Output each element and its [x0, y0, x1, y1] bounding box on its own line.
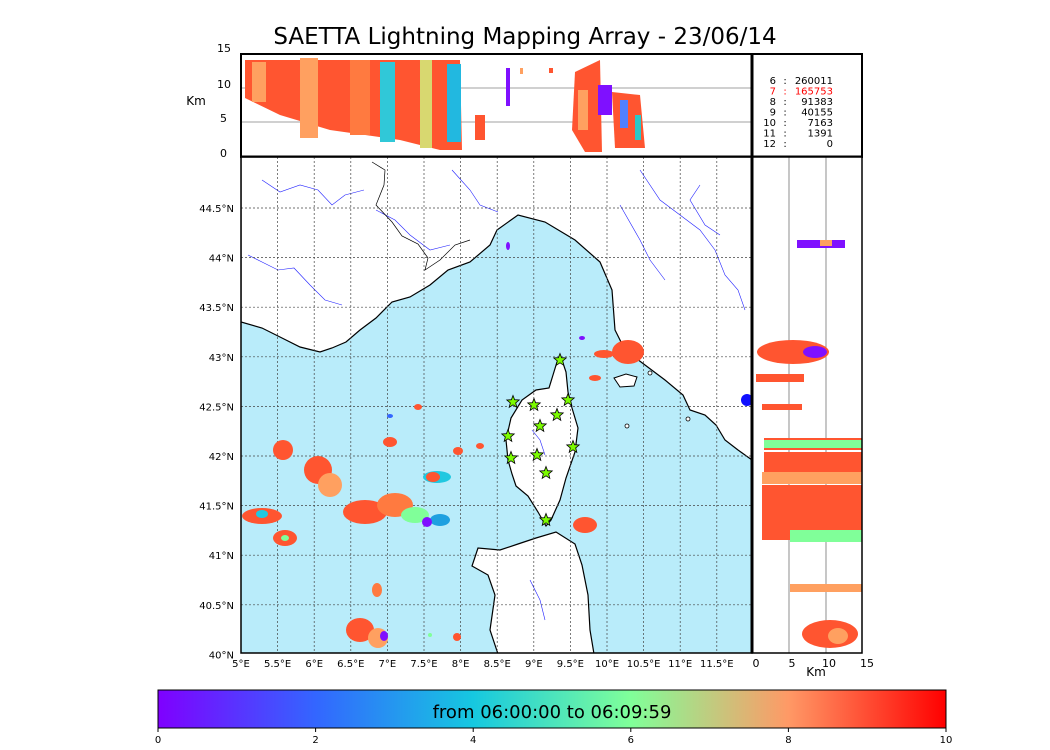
legend-count: 165753 [795, 87, 833, 98]
latitude-altitude-sources [756, 157, 862, 653]
lon-tick-label: 9°E [525, 659, 543, 670]
station-star-marker [532, 418, 548, 433]
map-gridlines [241, 157, 752, 653]
legend-count: 91383 [801, 97, 833, 108]
legend-level: 7 [770, 87, 776, 98]
lon-tick-label: 5.5°E [264, 659, 291, 670]
altitude-longitude-sources [241, 58, 752, 152]
lon-tick-label: 8.5°E [484, 659, 511, 670]
top-ylabel: Km [186, 94, 206, 108]
network-center-marker [741, 394, 753, 406]
legend-count: 0 [827, 139, 833, 150]
station-star-marker [505, 394, 521, 409]
side-xtick: 0 [753, 657, 760, 670]
altitude-longitude-panel: Km 15 10 5 0 6:2600117:1657538:913839:40… [186, 42, 863, 160]
legend-level: 8 [770, 97, 776, 108]
legend-separator: : [783, 97, 786, 108]
side-xlabel: Km [806, 665, 826, 679]
lon-tick-label: 5°E [232, 659, 250, 670]
legend-count: 1391 [808, 129, 833, 140]
legend-separator: : [783, 139, 786, 150]
colorbar-tick-label: 0 [155, 735, 161, 746]
lon-tick-label: 10.5°E [627, 659, 661, 670]
lat-tick-label: 42.5°N [199, 402, 234, 413]
colorbar-ticks: 0 2 4 6 8 10 [155, 728, 953, 746]
lon-tick-label: 8°E [452, 659, 470, 670]
legend-count: 7163 [808, 118, 833, 129]
legend-count: 40155 [801, 108, 833, 119]
legend-level: 11 [763, 129, 776, 140]
station-star-marker [538, 512, 554, 527]
top-ytick: 10 [217, 78, 231, 91]
station-star-marker [538, 465, 554, 480]
legend-level: 10 [763, 118, 776, 129]
colorbar-tick-label: 2 [312, 735, 318, 746]
station-star-marker [500, 428, 516, 443]
lat-tick-label: 41.5°N [199, 502, 234, 513]
legend-level: 12 [763, 139, 776, 150]
side-xtick: 15 [860, 657, 874, 670]
legend-separator: : [783, 76, 786, 87]
station-star-marker [503, 450, 519, 465]
map-panel: 5°E 5.5°E 6°E 6.5°E 7°E 7.5°E 8°E 8.5°E 9°E 9.5°E… [199, 156, 753, 670]
chart-title: SAETTA Lightning Mapping Array - 23/06/1… [273, 24, 777, 50]
latitude-altitude-panel: 0 5 10 15 Km [750, 156, 874, 679]
legend-count: 260011 [795, 76, 833, 87]
lat-tick-label: 44.5°N [199, 204, 234, 215]
colorbar-tick-label: 8 [785, 735, 791, 746]
mainland [241, 157, 752, 461]
legend-separator: : [783, 87, 786, 98]
station-star-marker [552, 352, 568, 367]
legend-separator: : [783, 118, 786, 129]
latitude-ticks: 44.5°N 44°N 43.5°N 43°N 42.5°N 42°N 41.5°N 41°N… [199, 204, 234, 661]
station-star-marker [529, 447, 545, 462]
top-ytick: 15 [217, 42, 231, 55]
lat-tick-label: 40°N [209, 650, 234, 661]
lon-tick-label: 7°E [379, 659, 397, 670]
legend-separator: : [783, 108, 786, 119]
station-star-marker [565, 439, 581, 454]
sardinia [471, 531, 595, 653]
lon-tick-label: 11°E [668, 659, 692, 670]
colorbar-tick-label: 10 [940, 735, 953, 746]
lat-tick-label: 43.5°N [199, 303, 234, 314]
station-star-marker [560, 392, 576, 407]
lma-stations [500, 352, 581, 527]
elba-island [613, 373, 638, 388]
longitude-ticks: 5°E 5.5°E 6°E 6.5°E 7°E 7.5°E 8°E 8.5°E 9°E 9.5°E… [232, 659, 733, 670]
station-star-marker [549, 407, 565, 422]
lon-tick-label: 6.5°E [337, 659, 364, 670]
top-ytick: 0 [220, 147, 227, 160]
legend-separator: : [783, 129, 786, 140]
lon-tick-label: 10°E [595, 659, 619, 670]
legend-level: 9 [770, 108, 776, 119]
lon-tick-label: 7.5°E [410, 659, 437, 670]
lon-tick-label: 6°E [305, 659, 323, 670]
side-xtick: 10 [822, 657, 836, 670]
station-star-marker [526, 397, 542, 412]
side-xtick: 5 [789, 657, 796, 670]
lat-tick-label: 41°N [209, 551, 234, 562]
top-ytick: 5 [220, 112, 227, 125]
colorbar: 0 2 4 6 8 10 [155, 689, 953, 746]
lat-tick-label: 44°N [209, 254, 234, 265]
lat-tick-label: 42°N [209, 452, 234, 463]
colorbar-gradient [157, 689, 947, 729]
lon-tick-label: 11.5°E [700, 659, 734, 670]
levels-legend: 6:2600117:1657538:913839:4015510:716311:… [763, 76, 833, 150]
colorbar-tick-label: 6 [628, 735, 634, 746]
rivers [247, 169, 746, 621]
colorbar-tick-label: 4 [470, 735, 476, 746]
lightning-sources [242, 242, 644, 648]
legend-level: 6 [770, 76, 776, 87]
lat-tick-label: 40.5°N [199, 601, 234, 612]
lon-tick-label: 9.5°E [557, 659, 584, 670]
lat-tick-label: 43°N [209, 353, 234, 364]
